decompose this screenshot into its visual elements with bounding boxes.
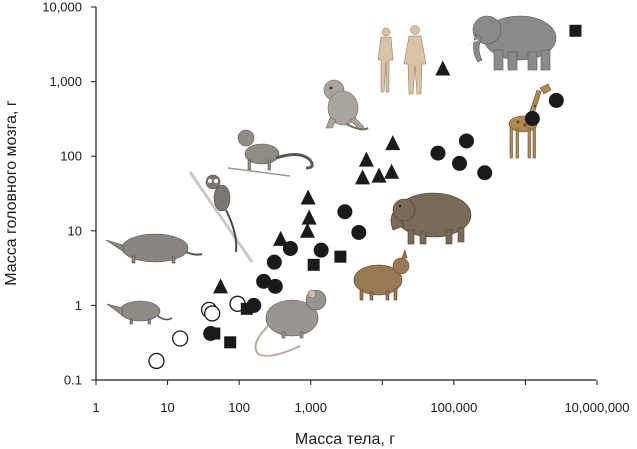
small-monkey-illustration	[227, 129, 314, 177]
y-axis-ticks: 0.1 1 10 100 1,000 10,000	[42, 0, 96, 388]
data-point-square	[208, 327, 221, 340]
y-tick-label: 10	[68, 223, 82, 238]
y-axis-title: Масса головного мозга, г	[3, 100, 20, 286]
data-point-triangle	[301, 209, 317, 225]
data-point-triangle	[213, 278, 229, 294]
data-markers	[148, 24, 582, 370]
x-tick-label: 1,000	[294, 400, 327, 415]
data-point-square	[569, 24, 582, 37]
data-point-open-circle	[172, 330, 189, 347]
x-tick-label: 100	[228, 400, 250, 415]
shrew-illustration	[105, 233, 203, 264]
data-point-triangle	[358, 151, 374, 167]
data-point-triangle	[273, 230, 289, 246]
x-tick-label: 10,000,000	[564, 400, 629, 415]
data-point-square	[307, 258, 320, 271]
data-point-triangle	[435, 60, 451, 76]
monkey-illustration	[323, 79, 369, 131]
x-axis-ticks: 1 10 100 1,000 100,000 10,000,000	[92, 380, 630, 415]
x-tick-label: 100,000	[430, 400, 477, 415]
data-point-filled-circle	[477, 165, 493, 181]
data-point-filled-circle	[452, 155, 468, 171]
data-point-triangle	[384, 163, 400, 179]
small-shrew-illustration	[106, 300, 173, 325]
data-point-square	[224, 336, 237, 349]
x-tick-label: 10	[160, 400, 174, 415]
data-point-filled-circle	[313, 242, 329, 258]
agouti-illustration	[353, 248, 410, 301]
data-point-filled-circle	[267, 278, 283, 294]
x-axis-title: Масса тела, г	[295, 431, 395, 448]
elephant-illustration	[467, 15, 557, 71]
data-point-square	[240, 302, 253, 315]
data-point-square	[334, 250, 347, 263]
data-point-filled-circle	[458, 133, 474, 149]
data-point-filled-circle	[266, 254, 282, 270]
y-tick-label: 1,000	[49, 74, 82, 89]
axes: 1 10 100 1,000 100,000 10,000,000 0.1 1 10 100 1,…	[42, 0, 629, 415]
animal-illustrations	[105, 15, 557, 357]
data-point-triangle	[300, 189, 316, 205]
y-tick-label: 1	[75, 298, 82, 313]
humans-illustration	[377, 25, 427, 95]
data-point-triangle	[299, 222, 315, 238]
data-point-open-circle	[204, 305, 221, 322]
data-point-open-circle	[148, 352, 165, 370]
data-point-triangle	[371, 167, 387, 183]
capybara-illustration	[390, 192, 472, 245]
y-tick-label: 0.1	[64, 373, 82, 388]
data-point-filled-circle	[430, 145, 446, 161]
y-tick-label: 100	[60, 149, 82, 164]
rat-illustration	[254, 289, 327, 357]
data-point-filled-circle	[548, 92, 564, 108]
data-point-filled-circle	[256, 273, 272, 289]
data-point-filled-circle	[351, 224, 367, 240]
data-point-filled-circle	[337, 204, 353, 220]
data-point-triangle	[385, 135, 401, 151]
tarsier-illustration	[188, 171, 254, 263]
data-point-triangle	[355, 169, 371, 185]
data-point-filled-circle	[524, 111, 540, 127]
x-tick-label: 1	[92, 400, 99, 415]
y-tick-label: 10,000	[42, 0, 82, 15]
